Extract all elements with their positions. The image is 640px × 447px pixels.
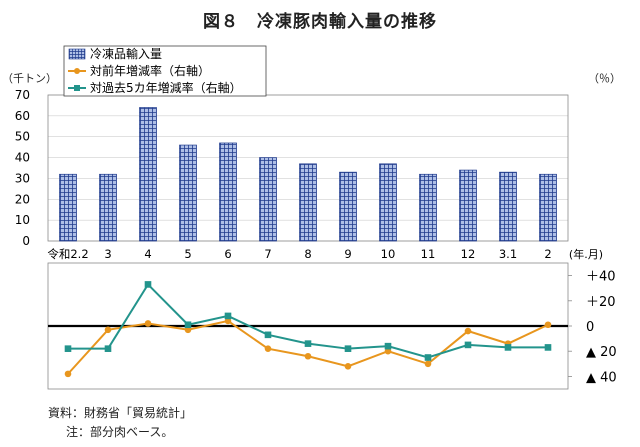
x-tick-label: 5 [184,247,191,261]
point-line2 [464,341,472,349]
footnote: 注：部分肉ベース。 [66,425,174,439]
bar [59,173,77,242]
bar [139,107,157,242]
legend-line2-marker [74,85,80,91]
right-tick-label: ＋20 [586,295,616,310]
bar [379,163,397,242]
x-tick-label: 6 [224,247,231,261]
bar-series [59,107,557,242]
y-tick-label: 60 [15,109,30,123]
x-tick-label: 8 [304,247,311,261]
point-line1 [544,321,552,329]
point-line1 [144,320,152,327]
line-series [64,281,552,378]
source-note: 資料：財務省「貿易統計」 [48,406,193,420]
y-tick-label: 20 [15,192,30,206]
point-line2 [504,344,512,351]
point-line1 [184,326,192,334]
right-tick-label: ▲ 40 [586,370,617,385]
point-line1 [384,347,392,355]
point-line2 [384,342,392,350]
series-line-1 [67,319,549,375]
point-line1 [344,363,352,370]
point-line2 [104,345,112,352]
legend-bar-label: 冷凍品輸入量 [90,46,162,61]
y-tick-label: 30 [15,171,30,185]
bar [219,142,237,242]
point-line1 [304,352,312,360]
point-line1 [224,317,232,325]
point-line2 [304,340,312,347]
y-tick-label: 0 [22,234,30,248]
bar [459,169,477,242]
left-axis-unit: （千トン） [2,72,57,85]
legend: 冷凍品輸入量 対前年増減率（右軸） 対過去5カ年増減率（右軸） [63,45,267,97]
point-line1 [464,327,472,335]
point-line2 [144,281,152,288]
legend-line2-label: 対過去5カ年増減率（右軸） [90,80,242,95]
bar [339,171,357,242]
point-line2 [424,354,432,361]
point-line1 [64,370,72,378]
y-tick-label: 40 [15,151,30,165]
point-line2 [224,312,232,320]
bar [539,173,557,242]
period-unit: (年.月) [569,247,603,261]
right-tick-label: ＋40 [586,270,616,285]
legend-box [63,45,267,97]
bar [299,163,317,242]
point-line1 [424,360,432,368]
x-tick-label: 2 [544,247,551,261]
right-tick-label: 0 [586,320,594,335]
point-line1 [264,345,272,352]
x-tick-label: 12 [461,247,476,261]
y-tick-label: 10 [15,213,30,227]
upper-chart-axes: 0 10 20 30 40 50 60 70 令和2.2 3 4 5 6 7 8 9 10 11 12 3.1 2 (年.… [15,88,603,261]
x-tick-label: 11 [421,247,436,261]
legend-bar-swatch [68,48,86,60]
legend-line1-marker [74,68,80,74]
x-tick-label: 10 [381,247,396,261]
legend-line1-label: 対前年増減率（右軸） [90,63,210,78]
bar [259,157,277,242]
bar [99,173,117,242]
x-tick-label: 4 [144,247,151,261]
bar [179,144,197,242]
bar [499,171,517,242]
point-line2 [264,331,272,339]
bar [419,173,437,242]
point-line1 [104,326,112,334]
y-tick-label: 50 [15,130,30,144]
x-tick-label: 9 [344,247,351,261]
right-axis-unit: （％） [588,72,621,85]
x-tick-label: 3 [104,247,111,261]
right-tick-label: ▲ 20 [586,345,617,360]
point-line2 [64,345,72,352]
x-tick-label: 7 [264,247,271,261]
x-tick-label: 3.1 [499,247,517,261]
point-line2 [184,321,192,329]
point-line2 [544,344,552,351]
x-tick-label: 令和2.2 [47,247,88,261]
point-line2 [344,345,352,352]
chart-title: 図８ 冷凍豚肉輸入量の推移 [203,12,437,32]
y-tick-label: 70 [15,88,30,102]
